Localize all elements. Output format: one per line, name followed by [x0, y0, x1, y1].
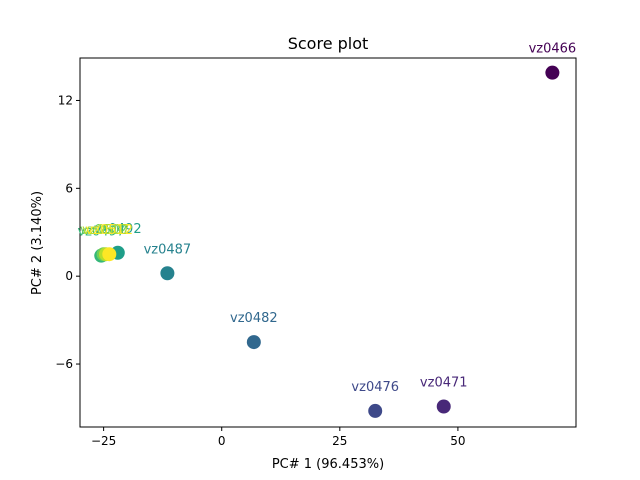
x-tick-label: 25: [332, 434, 347, 448]
plot-area: [79, 57, 577, 428]
point-label-vz0471: vz0471: [420, 376, 468, 391]
data-point-vz0476: [368, 403, 383, 418]
point-label-vz0502: vz0502: [80, 223, 128, 238]
point-label-vz0466: vz0466: [529, 42, 577, 57]
y-tick-label: 0: [65, 269, 73, 283]
x-tick-label: 0: [218, 434, 226, 448]
point-label-vz0487: vz0487: [144, 242, 192, 257]
data-point-vz0512: [102, 247, 117, 262]
x-tick-label: −25: [91, 434, 116, 448]
y-tick-label: 12: [58, 93, 73, 107]
data-points: [94, 65, 560, 418]
point-labels: vz0466 vz0471 vz0476 vz0482 vz0487vz0492vz04…: [77, 42, 576, 395]
data-point-vz0482: [246, 335, 261, 350]
y-tick-label: −6: [55, 357, 73, 371]
plot-frame: [79, 57, 577, 428]
point-label-vz0492: vz0492: [94, 222, 142, 237]
data-point-vz0471: [436, 399, 451, 414]
point-label-vz0507: vz0507: [82, 223, 130, 238]
data-point-vz0466: [545, 65, 560, 80]
x-tick-label: 50: [450, 434, 465, 448]
point-label-vz0497: vz0497: [77, 225, 125, 240]
point-label-vz0512: vz0512: [85, 223, 133, 238]
y-axis-label: PC# 2 (3.140%): [30, 191, 45, 295]
data-point-vz0487: [160, 266, 175, 281]
y-tick-label: 6: [65, 181, 73, 195]
point-label-vz0482: vz0482: [230, 311, 278, 326]
point-label-vz0476: vz0476: [351, 380, 399, 395]
axis-ticks: −25 0 25 50 −6 0 6 12: [55, 93, 465, 448]
chart-title: Score plot: [288, 34, 369, 53]
x-axis-label: PC# 1 (96.453%): [272, 457, 384, 472]
